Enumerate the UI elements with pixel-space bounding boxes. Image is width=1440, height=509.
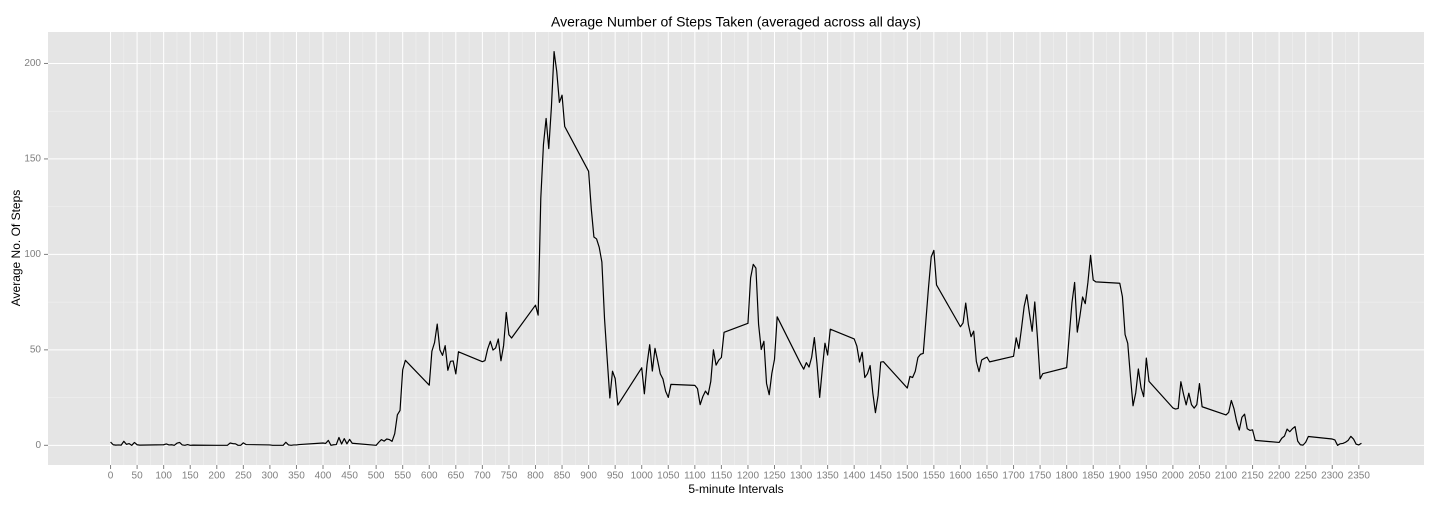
- x-tick-label: 1750: [1029, 471, 1052, 482]
- x-tick-label: 900: [580, 471, 597, 482]
- x-tick-label: 2100: [1215, 471, 1238, 482]
- x-tick-label: 200: [208, 471, 225, 482]
- x-tick-label: 850: [554, 471, 571, 482]
- x-tick-label: 1350: [817, 471, 840, 482]
- y-tick-label: 150: [24, 154, 41, 165]
- x-tick-label: 1300: [790, 471, 813, 482]
- x-tick-label: 500: [368, 471, 385, 482]
- x-tick-label: 550: [394, 471, 411, 482]
- x-tick-label: 350: [288, 471, 305, 482]
- x-tick-label: 100: [155, 471, 172, 482]
- x-tick-label: 2200: [1268, 471, 1291, 482]
- plot-panel: [48, 32, 1424, 465]
- x-tick-label: 1550: [923, 471, 946, 482]
- x-tick-label: 1850: [1082, 471, 1105, 482]
- x-tick-label: 2000: [1162, 471, 1185, 482]
- x-tick-label: 700: [474, 471, 491, 482]
- x-tick-label: 1400: [843, 471, 866, 482]
- x-tick-label: 1700: [1002, 471, 1025, 482]
- x-tick-label: 650: [447, 471, 464, 482]
- x-tick-label: 1050: [657, 471, 680, 482]
- x-tick-label: 1600: [949, 471, 972, 482]
- x-tick-label: 50: [132, 471, 144, 482]
- x-tick-label: 0: [108, 471, 114, 482]
- x-axis-title: 5-minute Intervals: [688, 482, 783, 496]
- x-tick-label: 950: [607, 471, 624, 482]
- data-line: [110, 51, 1362, 446]
- x-tick-label: 2350: [1348, 471, 1371, 482]
- x-tick-label: 1500: [896, 471, 919, 482]
- x-tick-label: 750: [501, 471, 518, 482]
- x-tick-label: 2250: [1295, 471, 1318, 482]
- x-tick-label: 1000: [631, 471, 654, 482]
- y-axis-title: Average No. Of Steps: [9, 190, 23, 307]
- x-tick-label: 1100: [684, 471, 706, 482]
- x-tick-label: 1650: [976, 471, 999, 482]
- y-tick-label: 0: [35, 440, 41, 451]
- chart-title: Average Number of Steps Taken (averaged …: [551, 14, 921, 30]
- x-tick-label: 450: [341, 471, 358, 482]
- y-tick-label: 200: [24, 58, 41, 69]
- x-tick-label: 1150: [711, 471, 733, 482]
- x-tick-label: 300: [262, 471, 279, 482]
- x-tick-label: 800: [527, 471, 544, 482]
- x-tick-label: 1250: [763, 471, 786, 482]
- x-tick-label: 2300: [1321, 471, 1344, 482]
- x-tick-label: 250: [235, 471, 252, 482]
- x-tick-label: 1200: [737, 471, 760, 482]
- x-tick-label: 400: [315, 471, 332, 482]
- x-tick-label: 2050: [1188, 471, 1211, 482]
- x-tick-label: 1450: [870, 471, 893, 482]
- x-tick-label: 2150: [1241, 471, 1264, 482]
- y-tick-label: 50: [30, 344, 42, 355]
- x-tick-label: 1900: [1109, 471, 1132, 482]
- x-tick-label: 150: [182, 471, 199, 482]
- x-tick-label: 1800: [1056, 471, 1079, 482]
- x-tick-label: 1950: [1135, 471, 1158, 482]
- x-tick-label: 600: [421, 471, 438, 482]
- y-tick-label: 100: [24, 249, 41, 260]
